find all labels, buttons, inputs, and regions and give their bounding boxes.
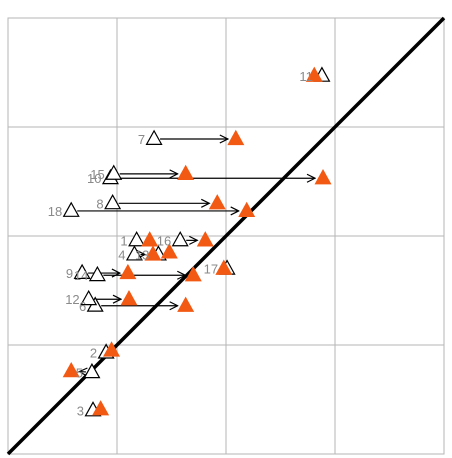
point-label: 10 [87, 171, 101, 186]
filled-triangle-marker [314, 169, 332, 185]
filled-triangle-marker [305, 66, 323, 82]
open-triangle-marker [171, 231, 189, 247]
point-label: 5 [76, 365, 83, 380]
point-label: 1 [120, 233, 127, 248]
point-label: 2 [90, 346, 97, 361]
open-triangle-marker [104, 193, 122, 210]
filled-triangle-marker [238, 201, 256, 218]
point-label: 6 [79, 299, 86, 314]
filled-triangle-marker [208, 194, 226, 210]
open-triangle-marker [80, 289, 98, 306]
filled-triangle-marker [184, 266, 202, 282]
open-triangle-marker [125, 245, 143, 261]
point-label: 14 [74, 268, 88, 283]
reference-line [6, 16, 446, 456]
filled-triangle-marker [177, 296, 195, 312]
open-triangle-marker [145, 129, 163, 145]
filled-triangle-marker [160, 243, 178, 259]
point-label: 13 [135, 248, 149, 263]
point-label: 3 [77, 403, 84, 418]
point-label: 12 [65, 292, 79, 307]
filled-triangle-marker [227, 129, 245, 146]
filled-triangle-marker [119, 263, 137, 280]
point-label: 9 [66, 266, 73, 281]
filled-triangle-marker [120, 290, 138, 306]
open-triangle-marker [88, 265, 106, 282]
reference-line-group [6, 16, 446, 456]
filled-triangle-marker [215, 259, 233, 275]
plot-border [7, 17, 445, 455]
open-triangle-marker [105, 164, 123, 180]
point-label: 11 [299, 69, 313, 84]
point-label: 18 [48, 204, 62, 219]
point-label: 7 [138, 132, 145, 147]
filled-triangle-marker [141, 231, 159, 247]
filled-triangle-marker [144, 245, 162, 261]
point-label: 15 [90, 167, 104, 182]
filled-markers [62, 66, 332, 416]
filled-triangle-marker [92, 400, 110, 416]
filled-triangle-marker [103, 341, 121, 357]
filled-triangle-marker [196, 231, 214, 247]
filled-triangle-marker [177, 164, 195, 180]
filled-triangle-marker [62, 361, 80, 378]
point-label: 16 [157, 233, 171, 248]
point-label: 17 [204, 262, 218, 277]
open-triangle-marker [83, 362, 101, 379]
open-triangle-marker [73, 263, 91, 280]
point-label: 4 [118, 248, 125, 263]
point-label: 8 [96, 196, 103, 211]
open-triangle-marker [62, 201, 80, 217]
open-triangle-marker [128, 231, 146, 247]
